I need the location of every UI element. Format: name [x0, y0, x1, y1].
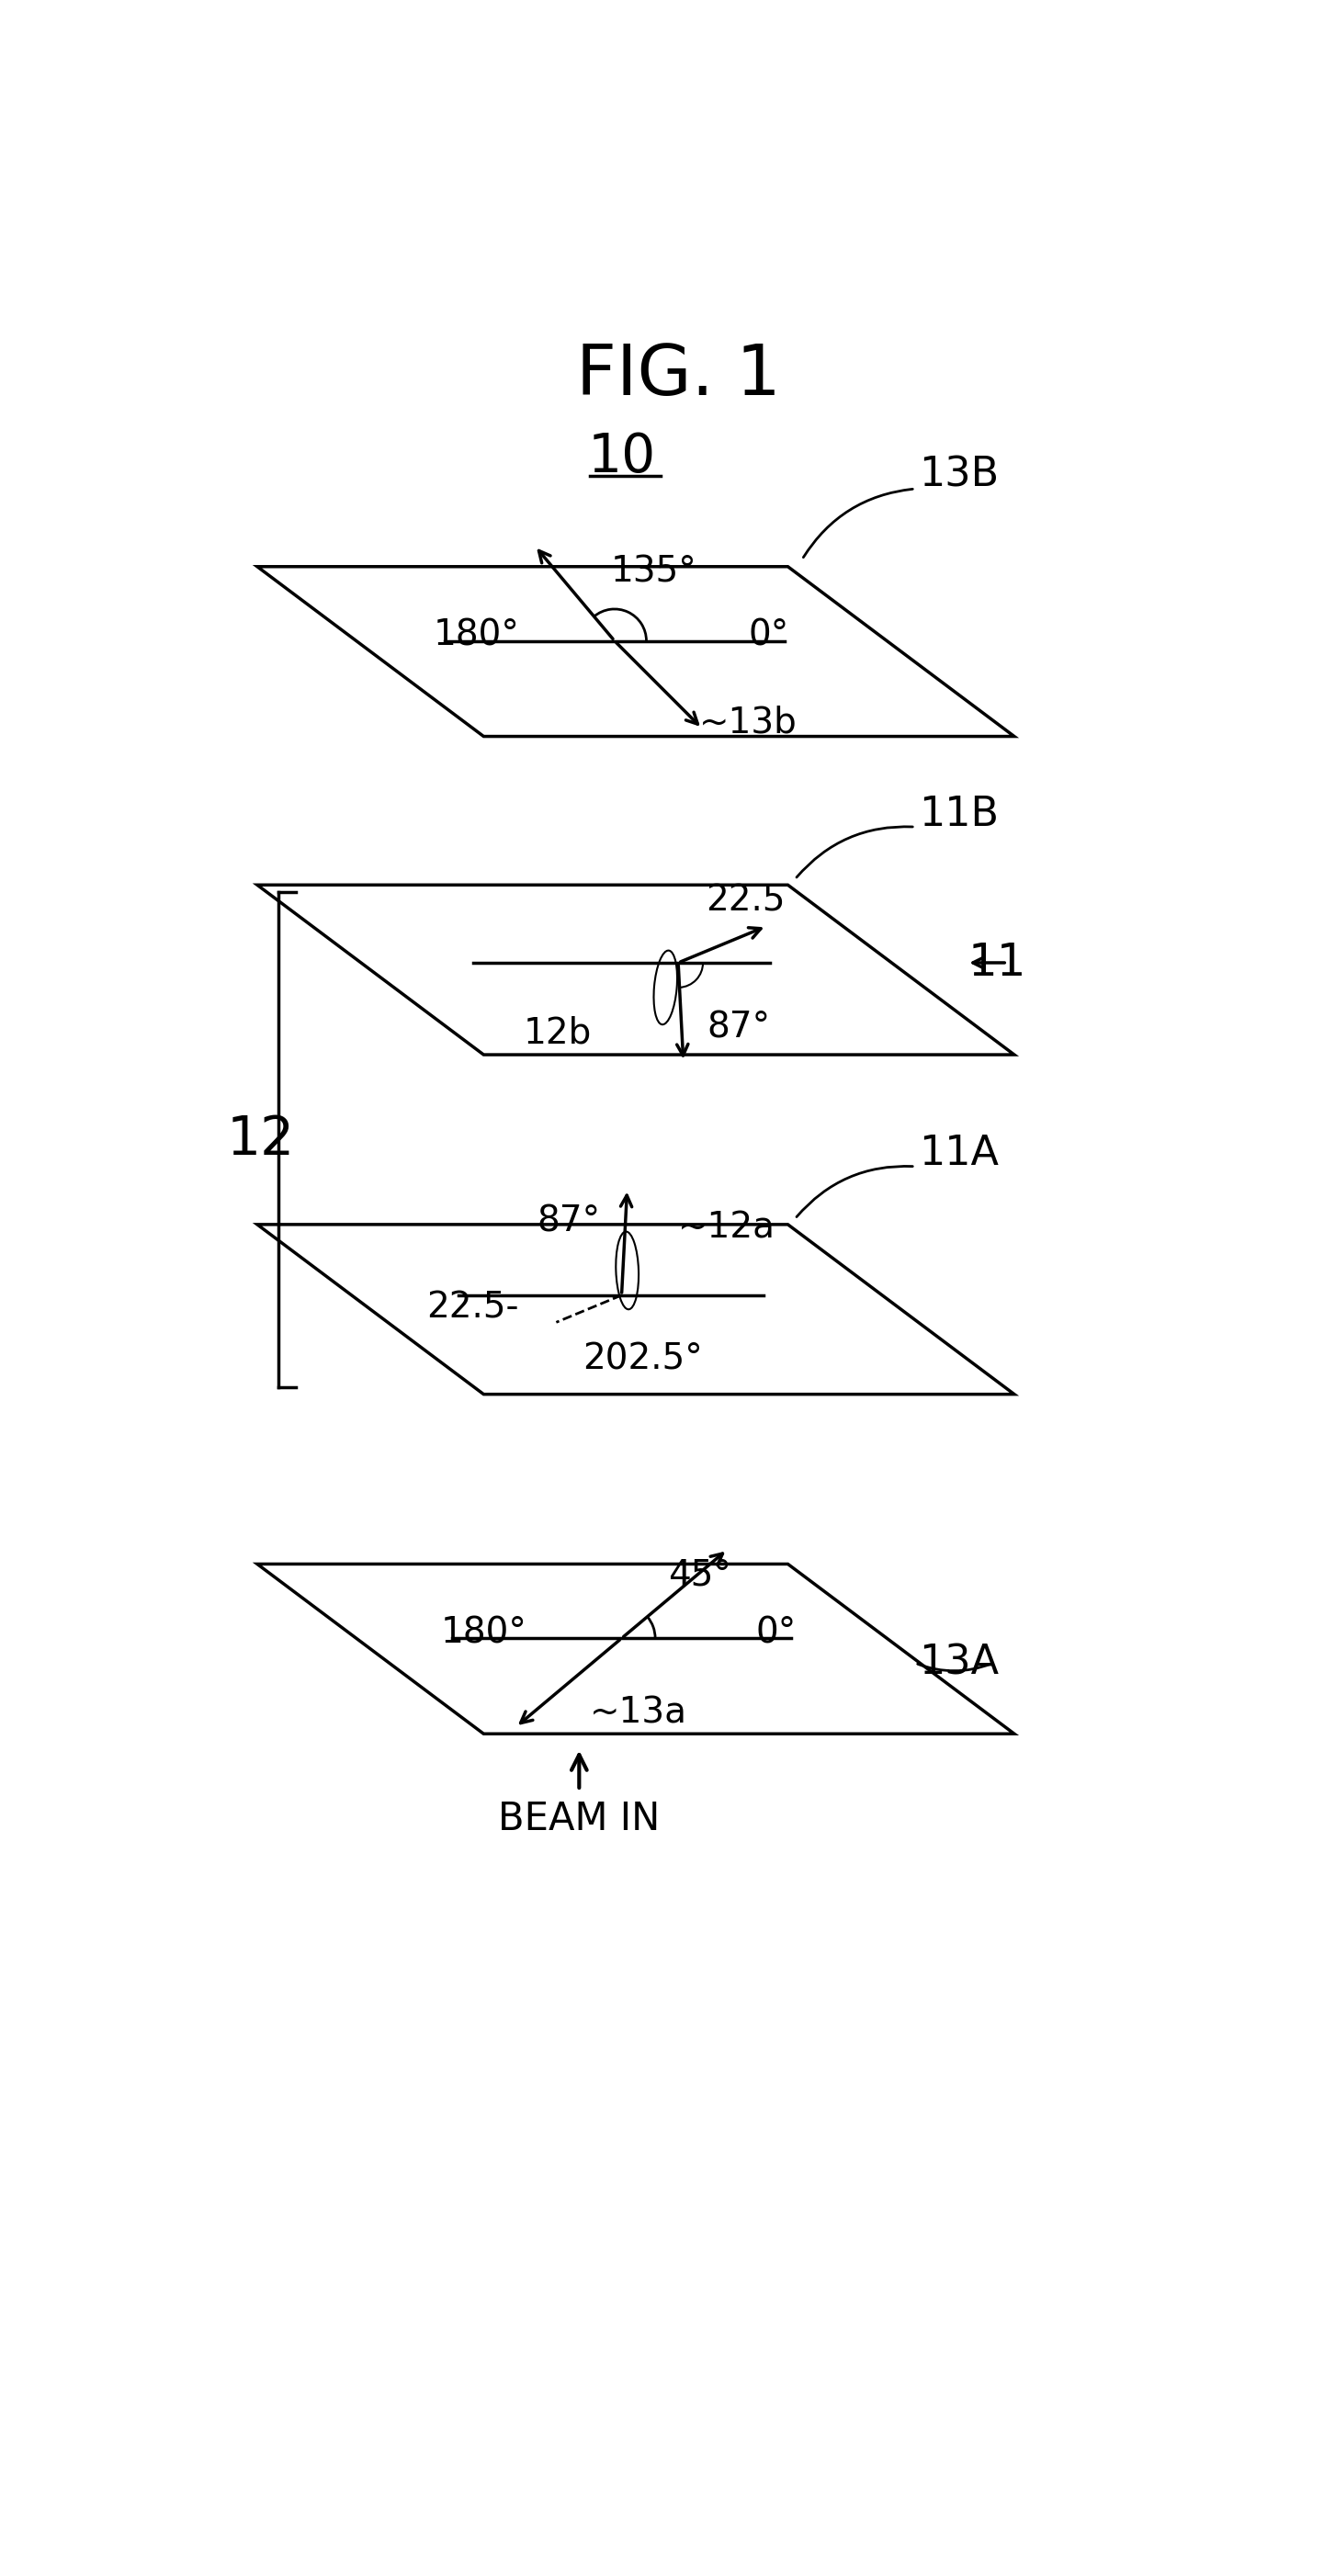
Text: 11: 11 [968, 940, 1026, 984]
Text: 13A: 13A [919, 1643, 998, 1682]
Text: 11A: 11A [919, 1133, 998, 1175]
Polygon shape [257, 1564, 1014, 1734]
Text: FIG. 1: FIG. 1 [576, 343, 781, 410]
Text: 12b: 12b [524, 1015, 592, 1051]
Text: 12: 12 [226, 1113, 295, 1167]
Text: 22.5: 22.5 [706, 884, 785, 917]
Polygon shape [257, 567, 1014, 737]
Text: 22.5-: 22.5- [426, 1291, 519, 1327]
Text: 0°: 0° [748, 618, 789, 652]
Text: 87°: 87° [536, 1203, 600, 1239]
Polygon shape [257, 886, 1014, 1054]
Text: ~13b: ~13b [699, 706, 797, 739]
Text: ~13a: ~13a [589, 1695, 687, 1731]
Text: ~12a: ~12a [678, 1211, 776, 1244]
Text: 87°: 87° [707, 1010, 771, 1046]
Text: 45°: 45° [667, 1556, 731, 1592]
Text: 180°: 180° [433, 618, 520, 652]
Text: 0°: 0° [756, 1615, 796, 1651]
Text: 13B: 13B [919, 456, 998, 495]
Text: 180°: 180° [441, 1615, 527, 1651]
Text: 10: 10 [588, 430, 655, 484]
Text: 11B: 11B [919, 793, 998, 835]
Polygon shape [257, 1224, 1014, 1394]
Text: 202.5°: 202.5° [583, 1342, 703, 1376]
Text: BEAM IN: BEAM IN [498, 1801, 661, 1839]
Text: 135°: 135° [610, 554, 696, 590]
